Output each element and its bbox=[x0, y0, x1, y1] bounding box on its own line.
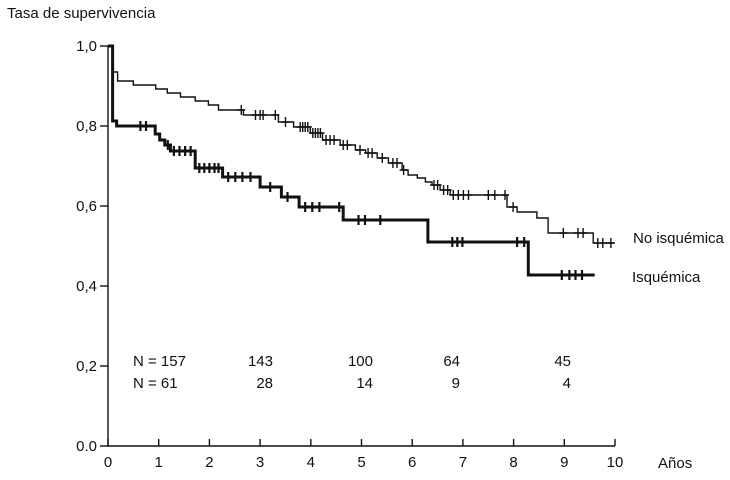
risk-row-label: N = 157 bbox=[133, 353, 186, 370]
risk-row-label: N = 61 bbox=[133, 375, 178, 392]
y-tick-label: 0,8 bbox=[76, 118, 97, 135]
legend-label-no-isquemica: No isquémica bbox=[633, 230, 724, 247]
y-tick-label: 0,2 bbox=[76, 358, 97, 375]
risk-count: 4 bbox=[562, 375, 571, 392]
risk-count: 64 bbox=[443, 353, 460, 370]
series-curve-no-isquemica bbox=[108, 45, 614, 244]
series-curve-isquemica bbox=[108, 44, 595, 277]
x-tick-label: 7 bbox=[459, 454, 467, 471]
x-tick-label: 2 bbox=[205, 454, 213, 471]
risk-count: 45 bbox=[554, 353, 571, 370]
risk-count: 100 bbox=[347, 353, 373, 370]
chart-title: Tasa de supervivencia bbox=[7, 5, 156, 22]
censor-marks-no-isquemica bbox=[237, 105, 615, 248]
x-tick-label: 8 bbox=[509, 454, 517, 471]
x-tick-label: 3 bbox=[256, 454, 264, 471]
y-tick-label: 1,0 bbox=[76, 38, 97, 55]
censor-marks-isquemica bbox=[136, 121, 586, 280]
risk-count: 9 bbox=[451, 375, 460, 392]
y-tick-label: 0,4 bbox=[76, 278, 97, 295]
x-tick-label: 1 bbox=[155, 454, 163, 471]
y-tick-label: 0.0 bbox=[76, 438, 97, 455]
x-tick-label: 0 bbox=[104, 454, 112, 471]
x-tick-label: 9 bbox=[560, 454, 568, 471]
risk-count: 28 bbox=[256, 375, 273, 392]
risk-count: 14 bbox=[356, 375, 373, 392]
x-tick-label: 4 bbox=[307, 454, 315, 471]
x-tick-label: 6 bbox=[408, 454, 416, 471]
risk-count: 143 bbox=[247, 353, 273, 370]
x-axis-unit-label: Años bbox=[658, 455, 693, 472]
y-tick-label: 0,6 bbox=[76, 198, 97, 215]
x-tick-label: 10 bbox=[607, 454, 624, 471]
x-tick-label: 5 bbox=[357, 454, 365, 471]
legend-label-isquemica: Isquémica bbox=[632, 269, 701, 286]
